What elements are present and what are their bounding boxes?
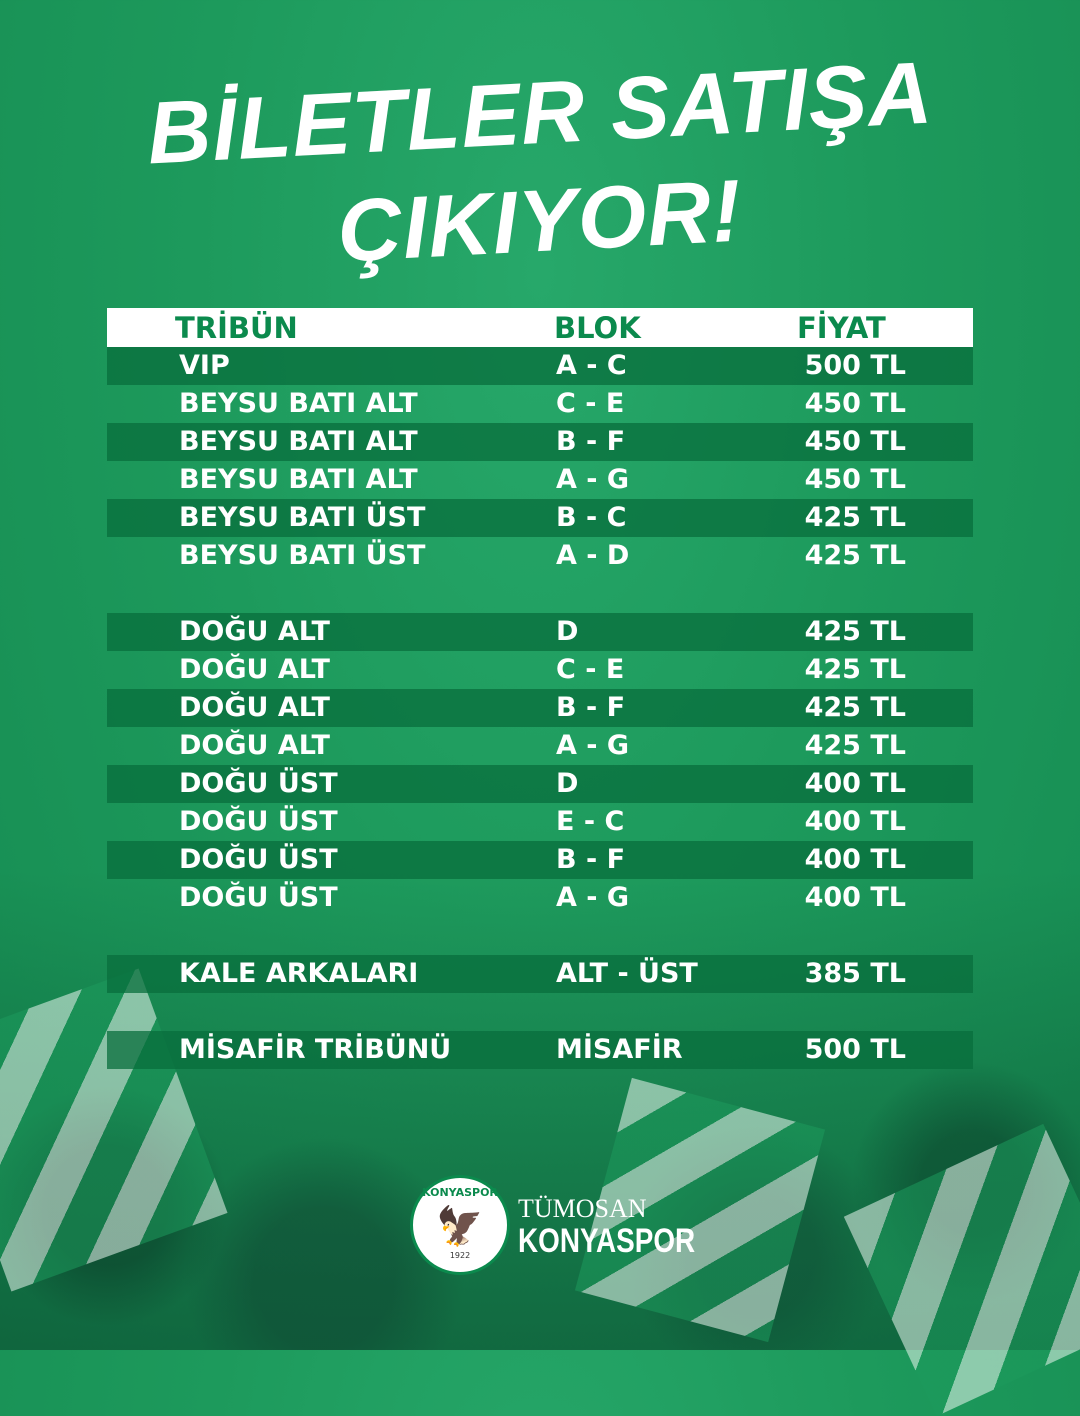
- cell-fiyat: 400 TL: [804, 768, 906, 799]
- table-row: DOĞU ALT C - E 425 TL: [107, 651, 973, 689]
- cell-fiyat: 400 TL: [804, 882, 906, 913]
- cell-tribun: DOĞU ALT: [179, 654, 330, 685]
- cell-fiyat: 450 TL: [804, 426, 906, 457]
- cell-fiyat: 425 TL: [804, 654, 906, 685]
- cell-tribun: BEYSU BATI ÜST: [179, 502, 426, 533]
- cell-tribun: DOĞU ALT: [179, 616, 330, 647]
- cell-tribun: DOĞU ALT: [179, 730, 330, 761]
- ticket-price-table: TRİBÜN BLOK FİYAT VIP A - C 500 TL BEYSU BA…: [107, 308, 973, 1107]
- cell-blok: ALT - ÜST: [556, 958, 698, 989]
- cell-blok: B - F: [556, 426, 626, 457]
- cell-tribun: BEYSU BATI ALT: [179, 464, 418, 495]
- cell-blok: A - G: [556, 882, 630, 913]
- cell-blok: A - D: [556, 540, 630, 571]
- cell-fiyat: 425 TL: [804, 616, 906, 647]
- cell-fiyat: 500 TL: [804, 350, 906, 381]
- cell-tribun: BEYSU BATI ALT: [179, 426, 418, 457]
- table-row: DOĞU ÜST A - G 400 TL: [107, 879, 973, 917]
- konyaspor-logo: KONYASPOR 🦅 1922: [410, 1175, 510, 1275]
- cell-blok: C - E: [556, 654, 625, 685]
- cell-fiyat: 385 TL: [804, 958, 906, 989]
- table-header: TRİBÜN BLOK FİYAT: [107, 308, 973, 347]
- table-row: DOĞU ALT A - G 425 TL: [107, 727, 973, 765]
- table-group: KALE ARKALARI ALT - ÜST 385 TL: [107, 955, 973, 993]
- cell-blok: B - F: [556, 692, 626, 723]
- cell-blok: A - G: [556, 730, 630, 761]
- cell-blok: C - E: [556, 388, 625, 419]
- cell-tribun: DOĞU ÜST: [179, 844, 338, 875]
- cell-blok: D: [556, 768, 579, 799]
- brand-sponsor: TÜMOSAN: [518, 1194, 647, 1223]
- table-row: BEYSU BATI ALT B - F 450 TL: [107, 423, 973, 461]
- table-group: DOĞU ALT D 425 TL DOĞU ALT C - E 425 TL DOĞU A…: [107, 613, 973, 917]
- table-row: MİSAFİR TRİBÜNÜ MİSAFİR 500 TL: [107, 1031, 973, 1069]
- header-tribun: TRİBÜN: [175, 311, 298, 345]
- table-row: DOĞU ALT D 425 TL: [107, 613, 973, 651]
- cell-fiyat: 425 TL: [804, 692, 906, 723]
- cell-fiyat: 425 TL: [804, 540, 906, 571]
- cell-blok: B - F: [556, 844, 626, 875]
- cell-tribun: KALE ARKALARI: [179, 958, 419, 989]
- cell-fiyat: 450 TL: [804, 388, 906, 419]
- cell-blok: A - C: [556, 350, 627, 381]
- table-row: DOĞU ÜST D 400 TL: [107, 765, 973, 803]
- cell-blok: D: [556, 616, 579, 647]
- table-row: BEYSU BATI ALT C - E 450 TL: [107, 385, 973, 423]
- table-row: BEYSU BATI ALT A - G 450 TL: [107, 461, 973, 499]
- cell-blok: B - C: [556, 502, 627, 533]
- cell-tribun: DOĞU ALT: [179, 692, 330, 723]
- logo-ring-text: KONYASPOR: [422, 1186, 498, 1199]
- cell-tribun: MİSAFİR TRİBÜNÜ: [179, 1034, 452, 1065]
- eagle-icon: 🦅: [436, 1204, 484, 1248]
- cell-tribun: BEYSU BATI ALT: [179, 388, 418, 419]
- table-row: DOĞU ÜST B - F 400 TL: [107, 841, 973, 879]
- cell-blok: MİSAFİR: [556, 1034, 683, 1065]
- cell-fiyat: 400 TL: [804, 806, 906, 837]
- cell-blok: A - G: [556, 464, 630, 495]
- table-group: VIP A - C 500 TL BEYSU BATI ALT C - E 450 TL B…: [107, 347, 973, 575]
- table-row: BEYSU BATI ÜST A - D 425 TL: [107, 537, 973, 575]
- brand-club: KONYASPOR: [518, 1222, 696, 1260]
- cell-fiyat: 400 TL: [804, 844, 906, 875]
- table-body: VIP A - C 500 TL BEYSU BATI ALT C - E 450 TL B…: [107, 347, 973, 1069]
- cell-tribun: BEYSU BATI ÜST: [179, 540, 426, 571]
- table-row: BEYSU BATI ÜST B - C 425 TL: [107, 499, 973, 537]
- cell-fiyat: 450 TL: [804, 464, 906, 495]
- cell-tribun: DOĞU ÜST: [179, 882, 338, 913]
- cell-fiyat: 425 TL: [804, 730, 906, 761]
- cell-tribun: DOĞU ÜST: [179, 806, 338, 837]
- table-group: MİSAFİR TRİBÜNÜ MİSAFİR 500 TL: [107, 1031, 973, 1069]
- header-blok: BLOK: [554, 311, 641, 345]
- logo-year: 1922: [449, 1251, 471, 1260]
- header-fiyat: FİYAT: [797, 311, 886, 345]
- table-row: DOĞU ALT B - F 425 TL: [107, 689, 973, 727]
- cell-fiyat: 425 TL: [804, 502, 906, 533]
- table-row: DOĞU ÜST E - C 400 TL: [107, 803, 973, 841]
- table-row: KALE ARKALARI ALT - ÜST 385 TL: [107, 955, 973, 993]
- table-row: VIP A - C 500 TL: [107, 347, 973, 385]
- cell-blok: E - C: [556, 806, 625, 837]
- cell-tribun: VIP: [179, 350, 230, 381]
- cell-tribun: DOĞU ÜST: [179, 768, 338, 799]
- cell-fiyat: 500 TL: [804, 1034, 906, 1065]
